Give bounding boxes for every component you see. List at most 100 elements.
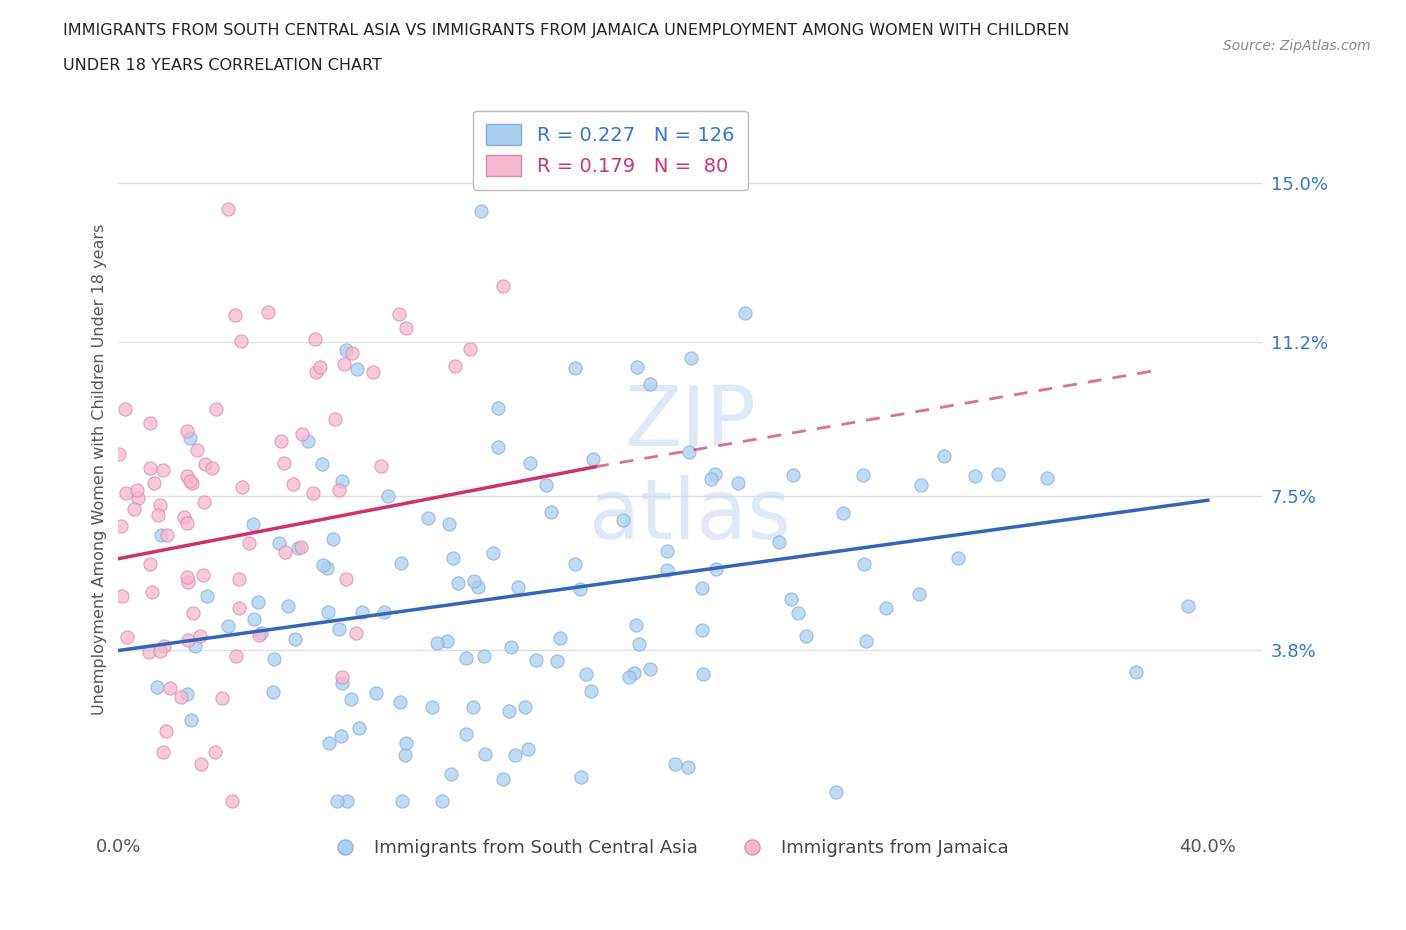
Point <box>628 637 651 652</box>
Point <box>361 365 384 379</box>
Point <box>195 589 218 604</box>
Point <box>350 604 373 619</box>
Point <box>179 431 201 445</box>
Point <box>139 416 162 431</box>
Point <box>426 635 449 650</box>
Point <box>440 767 463 782</box>
Point <box>444 359 467 374</box>
Point <box>492 772 515 787</box>
Point <box>657 544 679 559</box>
Point <box>217 619 239 634</box>
Point <box>228 571 250 586</box>
Point <box>176 469 198 484</box>
Point <box>159 681 181 696</box>
Point <box>623 666 645 681</box>
Point <box>290 539 312 554</box>
Point <box>564 557 586 572</box>
Point <box>692 580 714 595</box>
Point <box>395 736 418 751</box>
Point <box>506 580 529 595</box>
Point <box>186 443 208 458</box>
Point <box>115 629 138 644</box>
Point <box>470 203 492 218</box>
Point <box>831 506 853 521</box>
Point <box>513 699 536 714</box>
Point <box>328 483 350 498</box>
Point <box>180 476 202 491</box>
Point <box>149 644 172 658</box>
Point <box>389 694 412 709</box>
Point <box>335 572 357 587</box>
Text: UNDER 18 YEARS CORRELATION CHART: UNDER 18 YEARS CORRELATION CHART <box>63 58 382 73</box>
Point <box>987 467 1010 482</box>
Point <box>283 477 305 492</box>
Point <box>194 457 217 472</box>
Point <box>678 445 700 459</box>
Point <box>441 551 464 565</box>
Point <box>228 601 250 616</box>
Point <box>231 479 253 494</box>
Point <box>250 626 273 641</box>
Point <box>346 362 368 377</box>
Point <box>910 477 932 492</box>
Point <box>336 793 359 808</box>
Point <box>908 587 931 602</box>
Point <box>124 501 146 516</box>
Point <box>540 505 562 520</box>
Point <box>326 793 349 808</box>
Point <box>318 736 340 751</box>
Point <box>149 498 172 512</box>
Point <box>183 605 205 620</box>
Point <box>852 556 875 571</box>
Point <box>176 516 198 531</box>
Point <box>447 576 470 591</box>
Point <box>703 467 725 482</box>
Point <box>394 748 416 763</box>
Point <box>127 490 149 505</box>
Point <box>114 401 136 416</box>
Point <box>373 604 395 619</box>
Point <box>316 604 339 619</box>
Point <box>546 654 568 669</box>
Point <box>304 331 326 346</box>
Point <box>146 680 169 695</box>
Point <box>148 507 170 522</box>
Point <box>734 305 756 320</box>
Point <box>488 401 510 416</box>
Point <box>612 512 634 527</box>
Point <box>152 744 174 759</box>
Point <box>269 536 291 551</box>
Point <box>779 591 801 606</box>
Point <box>472 648 495 663</box>
Point <box>312 558 335 573</box>
Point <box>461 699 484 714</box>
Point <box>139 461 162 476</box>
Point <box>190 756 212 771</box>
Point <box>482 546 505 561</box>
Point <box>108 446 131 461</box>
Point <box>176 686 198 701</box>
Point <box>262 684 284 699</box>
Point <box>127 483 149 498</box>
Point <box>297 434 319 449</box>
Point <box>534 478 557 493</box>
Point <box>277 599 299 614</box>
Point <box>256 304 278 319</box>
Point <box>430 793 453 808</box>
Point <box>247 628 270 643</box>
Point <box>575 667 598 682</box>
Point <box>439 516 461 531</box>
Point <box>309 360 332 375</box>
Point <box>330 670 353 684</box>
Point <box>569 769 592 784</box>
Point <box>155 724 177 738</box>
Point <box>516 741 538 756</box>
Point <box>364 685 387 700</box>
Point <box>340 345 363 360</box>
Point <box>852 468 875 483</box>
Point <box>153 639 176 654</box>
Point <box>224 308 246 323</box>
Point <box>143 475 166 490</box>
Point <box>416 511 439 525</box>
Point <box>329 728 352 743</box>
